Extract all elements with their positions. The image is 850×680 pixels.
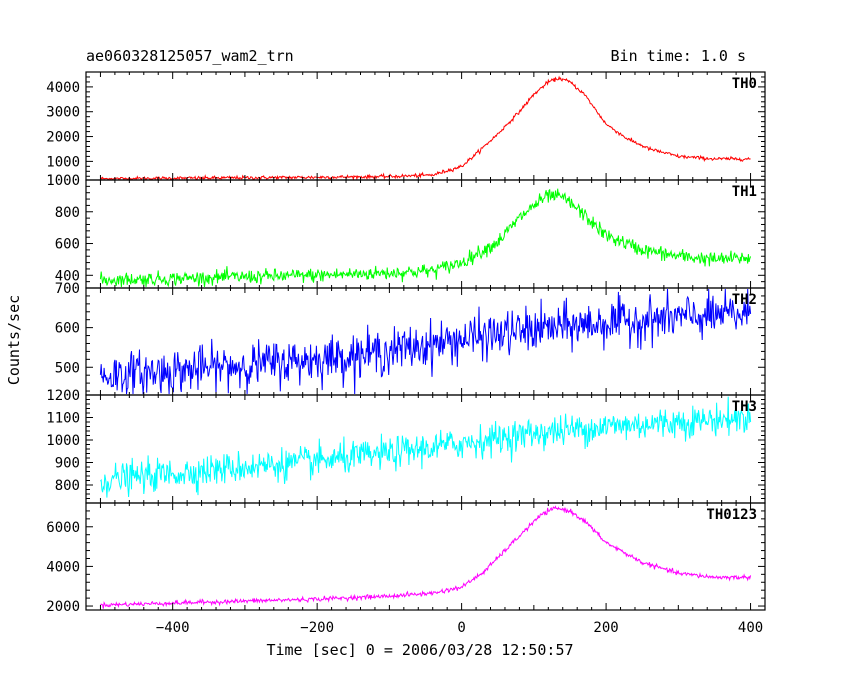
x-tick-label: 400 [738, 620, 763, 636]
x-axis-label: Time [sec] 0 = 2006/03/28 12:50:57 [266, 641, 573, 659]
chart-title: ae060328125057_wam2_trn [86, 47, 294, 65]
x-tick-label: −200 [300, 620, 334, 636]
series-label-th0: TH0 [732, 76, 757, 92]
panel-frame-th2 [85, 287, 766, 396]
y-tick-label: 600 [55, 237, 80, 253]
series-label-th1: TH1 [732, 184, 757, 200]
series-label-th0123: TH0123 [706, 507, 757, 523]
x-tick-label: 0 [457, 620, 465, 636]
y-tick-label: 2000 [46, 599, 80, 615]
series-line-th3 [100, 396, 752, 498]
y-tick-label: 900 [55, 456, 80, 472]
y-tick-label: 4000 [46, 559, 80, 575]
series-line-th0123 [99, 505, 752, 609]
series-line-th1 [99, 188, 752, 288]
series-label-th3: TH3 [732, 399, 757, 415]
series-line-th2 [99, 288, 752, 395]
y-tick-label: 800 [55, 478, 80, 494]
y-tick-label: 6000 [46, 520, 80, 536]
y-tick-label: 1000 [46, 433, 80, 449]
y-tick-label: 1200 [46, 388, 80, 404]
panel-frame-th0123 [85, 502, 766, 611]
y-tick-label: 1000 [46, 173, 80, 189]
y-axis-label: Counts/sec [5, 295, 23, 385]
panels-group: TH01000200030004000TH14006008001000TH250… [46, 71, 766, 636]
y-tick-label: 400 [55, 268, 80, 284]
y-tick-label: 1100 [46, 411, 80, 427]
series-line-th0 [99, 75, 751, 181]
y-tick-label: 4000 [46, 80, 80, 96]
y-tick-label: 2000 [46, 130, 80, 146]
y-tick-label: 800 [55, 205, 80, 221]
y-tick-label: 1000 [46, 154, 80, 170]
panel-frame-th0 [85, 71, 766, 181]
y-tick-label: 600 [55, 321, 80, 337]
y-tick-label: 500 [55, 360, 80, 376]
series-label-th2: TH2 [732, 292, 757, 308]
x-tick-label: 200 [593, 620, 618, 636]
y-tick-label: 700 [55, 281, 80, 297]
y-tick-label: 3000 [46, 105, 80, 121]
bin-time-label: Bin time: 1.0 s [611, 47, 746, 65]
x-tick-label: −400 [156, 620, 190, 636]
